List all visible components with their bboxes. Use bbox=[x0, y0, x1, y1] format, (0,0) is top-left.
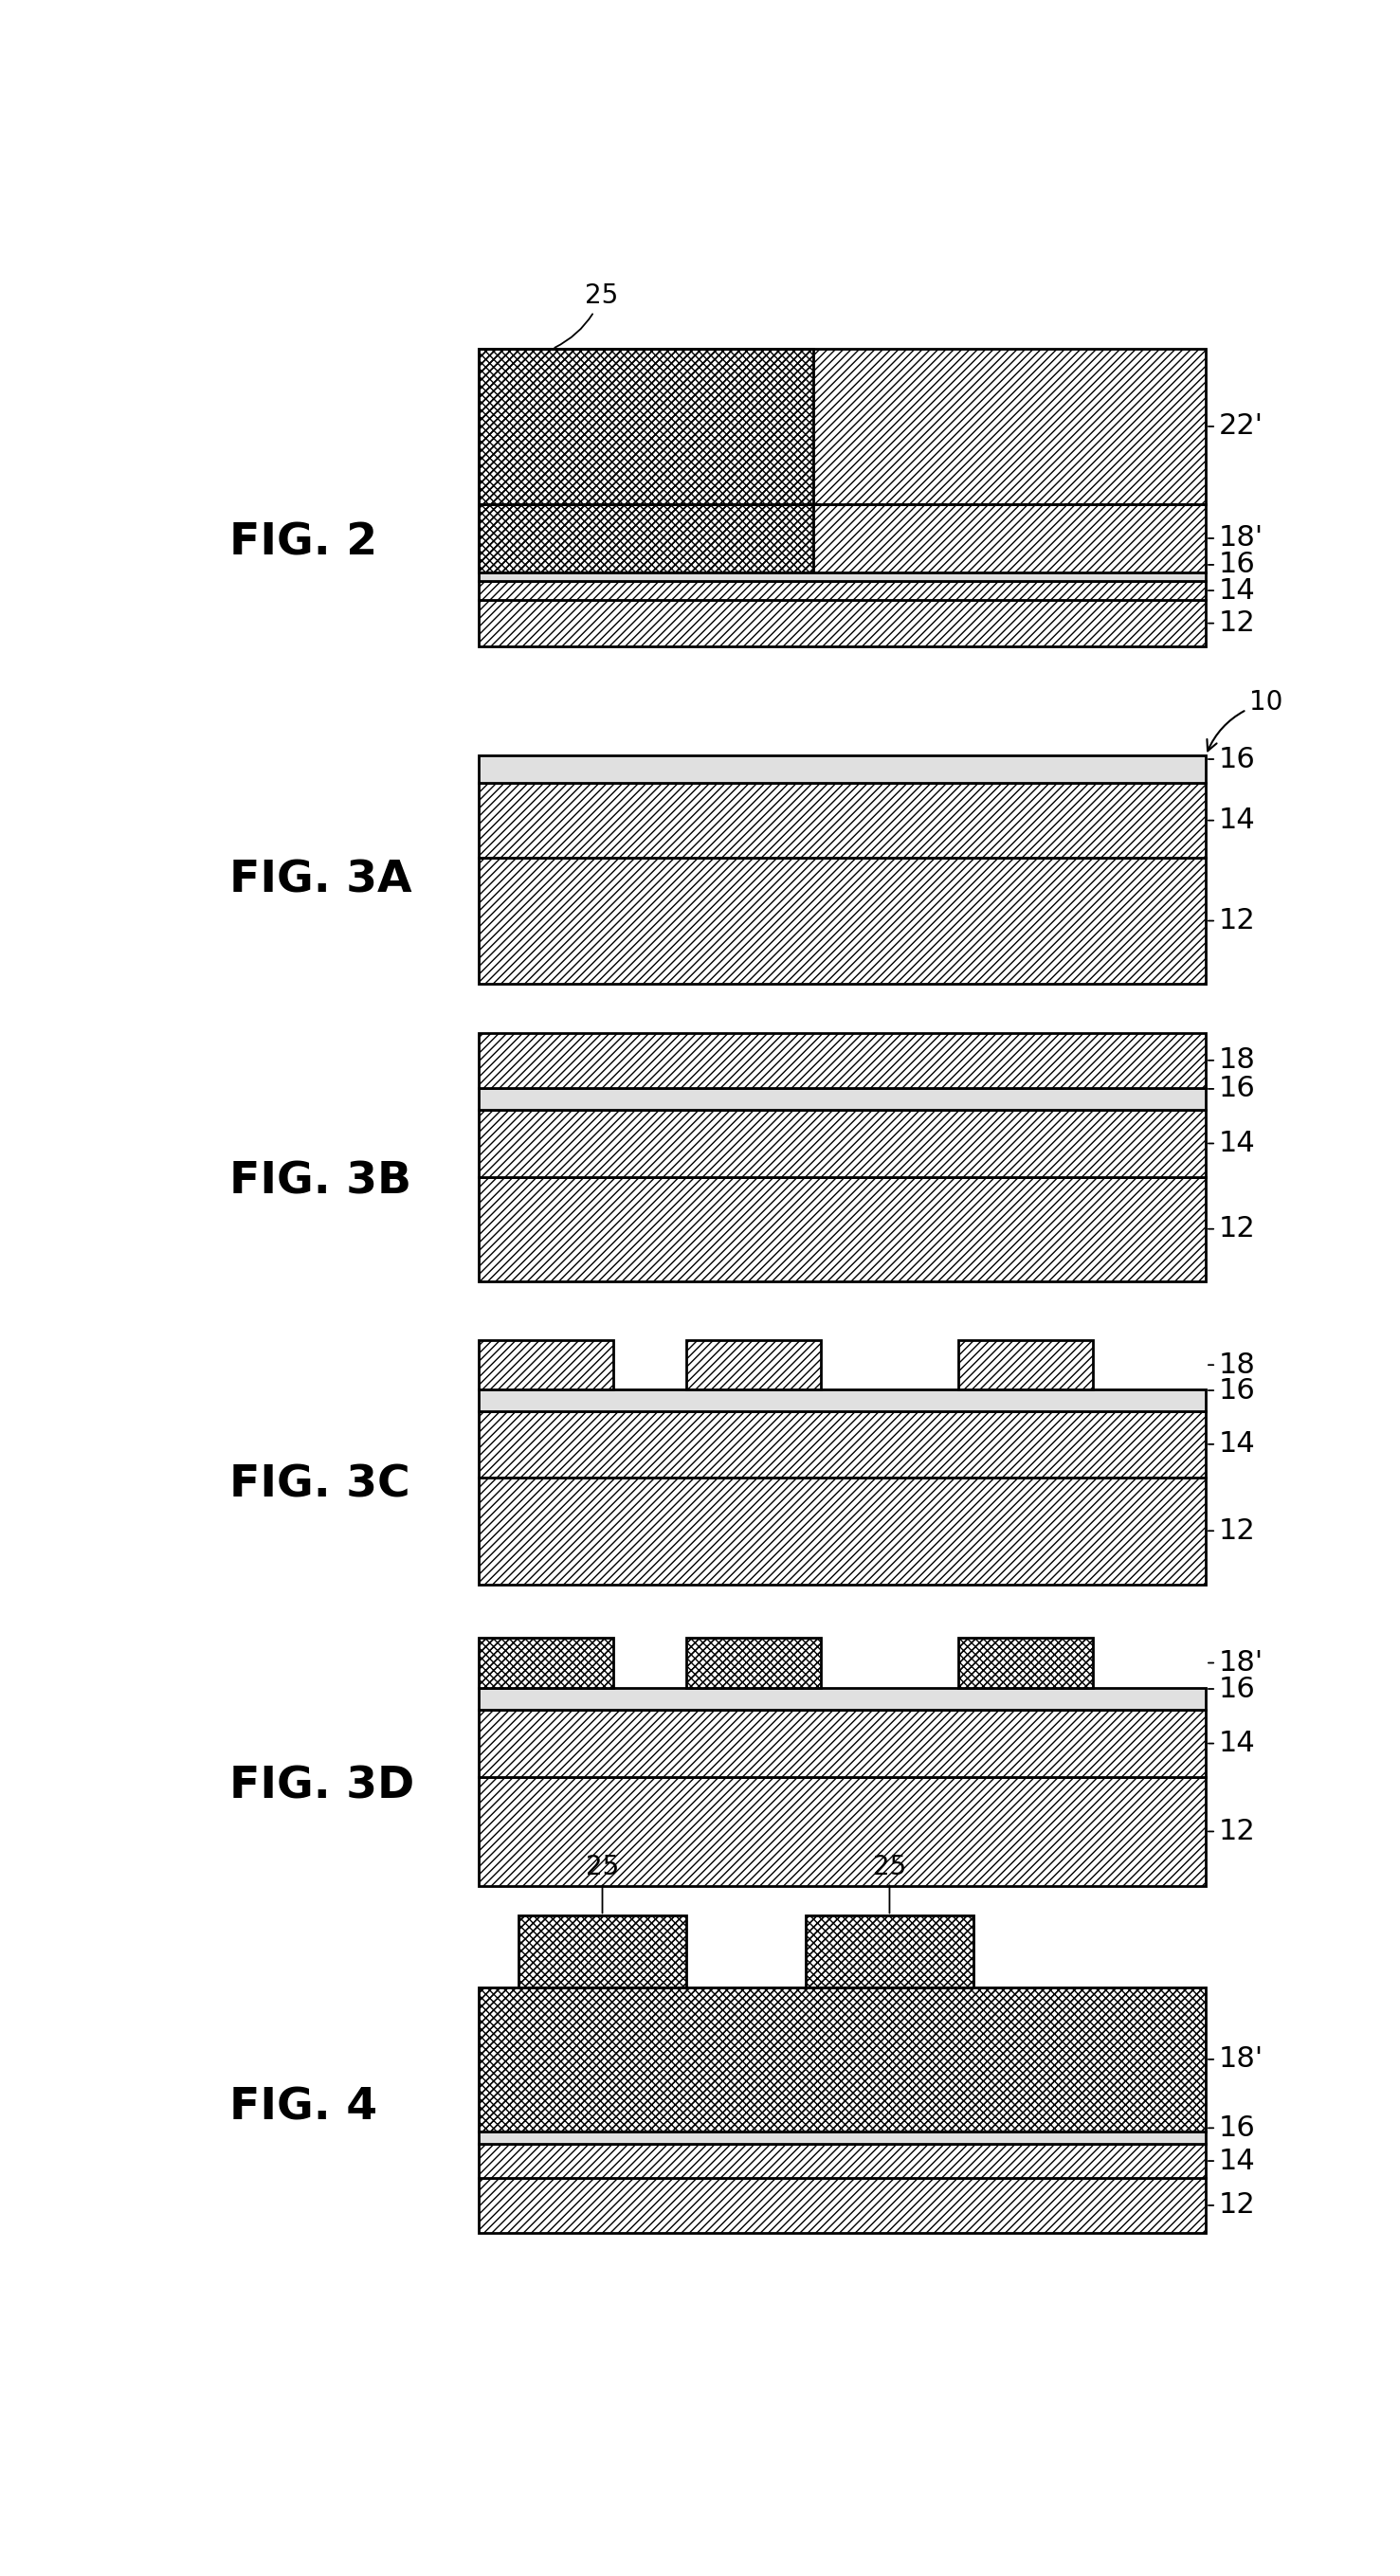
Bar bbox=[519, 1917, 686, 1986]
Text: 25: 25 bbox=[872, 1855, 906, 1914]
Bar bbox=[479, 1388, 1205, 1412]
Bar bbox=[479, 505, 1205, 572]
Bar bbox=[479, 858, 1205, 984]
Bar bbox=[479, 1986, 1205, 2130]
Text: 18': 18' bbox=[1208, 526, 1263, 551]
Text: 22': 22' bbox=[1208, 412, 1263, 440]
Text: 12: 12 bbox=[1208, 2192, 1256, 2218]
Bar bbox=[479, 1476, 1205, 1584]
Text: 25: 25 bbox=[585, 1855, 619, 1914]
Text: 16: 16 bbox=[1208, 551, 1256, 580]
Text: 25: 25 bbox=[554, 283, 619, 348]
Text: 12: 12 bbox=[1208, 1216, 1256, 1242]
Bar bbox=[479, 348, 813, 572]
Bar bbox=[479, 1638, 613, 1687]
Bar bbox=[479, 580, 1205, 600]
Bar bbox=[479, 2130, 1205, 2143]
Text: 12: 12 bbox=[1208, 1819, 1256, 1844]
Text: 14: 14 bbox=[1208, 1430, 1256, 1458]
Text: FIG. 3D: FIG. 3D bbox=[230, 1765, 414, 1808]
Bar bbox=[479, 1110, 1205, 1177]
Bar bbox=[479, 1710, 1205, 1777]
Bar bbox=[479, 348, 813, 572]
Text: 18': 18' bbox=[1208, 1649, 1263, 1677]
Bar bbox=[959, 1340, 1093, 1388]
Bar bbox=[959, 1638, 1093, 1687]
Bar bbox=[479, 1087, 1205, 1110]
Bar bbox=[479, 348, 813, 572]
Bar bbox=[479, 755, 1205, 783]
Text: 12: 12 bbox=[1208, 907, 1256, 935]
Text: 12: 12 bbox=[1208, 611, 1256, 636]
Bar bbox=[806, 1917, 973, 1986]
Text: 18: 18 bbox=[1208, 1352, 1256, 1378]
Text: FIG. 4: FIG. 4 bbox=[230, 2087, 377, 2130]
Bar bbox=[686, 1638, 820, 1687]
Text: 16: 16 bbox=[1208, 2115, 1256, 2141]
Text: 14: 14 bbox=[1208, 2148, 1256, 2174]
Text: FIG. 3A: FIG. 3A bbox=[230, 858, 412, 902]
Bar bbox=[686, 1340, 820, 1388]
Bar bbox=[479, 1638, 613, 1687]
Text: 18': 18' bbox=[1208, 2045, 1263, 2074]
Bar bbox=[479, 2177, 1205, 2233]
Bar bbox=[686, 1638, 820, 1687]
Text: FIG. 2: FIG. 2 bbox=[230, 523, 377, 564]
Bar bbox=[519, 1917, 686, 1986]
Bar bbox=[479, 1687, 1205, 1710]
Text: 14: 14 bbox=[1208, 577, 1256, 605]
Bar bbox=[479, 1177, 1205, 1280]
Text: 16: 16 bbox=[1208, 744, 1256, 773]
Bar bbox=[479, 600, 1205, 647]
Bar bbox=[479, 783, 1205, 858]
Text: 14: 14 bbox=[1208, 1728, 1256, 1757]
Bar bbox=[479, 2143, 1205, 2177]
Bar bbox=[479, 1412, 1205, 1476]
Text: 16: 16 bbox=[1208, 1074, 1256, 1103]
Bar bbox=[479, 348, 1205, 505]
Bar bbox=[479, 1033, 1205, 1087]
Text: 10: 10 bbox=[1207, 690, 1282, 752]
Text: 14: 14 bbox=[1208, 1131, 1256, 1157]
Text: 16: 16 bbox=[1208, 1376, 1256, 1404]
Bar bbox=[959, 1638, 1093, 1687]
Text: FIG. 3C: FIG. 3C bbox=[230, 1463, 410, 1507]
Bar bbox=[806, 1917, 973, 1986]
Bar bbox=[479, 1777, 1205, 1886]
Bar bbox=[479, 1986, 1205, 2130]
Text: 16: 16 bbox=[1208, 1674, 1256, 1703]
Text: 12: 12 bbox=[1208, 1517, 1256, 1546]
Bar bbox=[479, 572, 1205, 580]
Bar bbox=[479, 1340, 613, 1388]
Text: 14: 14 bbox=[1208, 806, 1256, 835]
Text: 18: 18 bbox=[1208, 1046, 1256, 1074]
Text: FIG. 3B: FIG. 3B bbox=[230, 1162, 412, 1203]
